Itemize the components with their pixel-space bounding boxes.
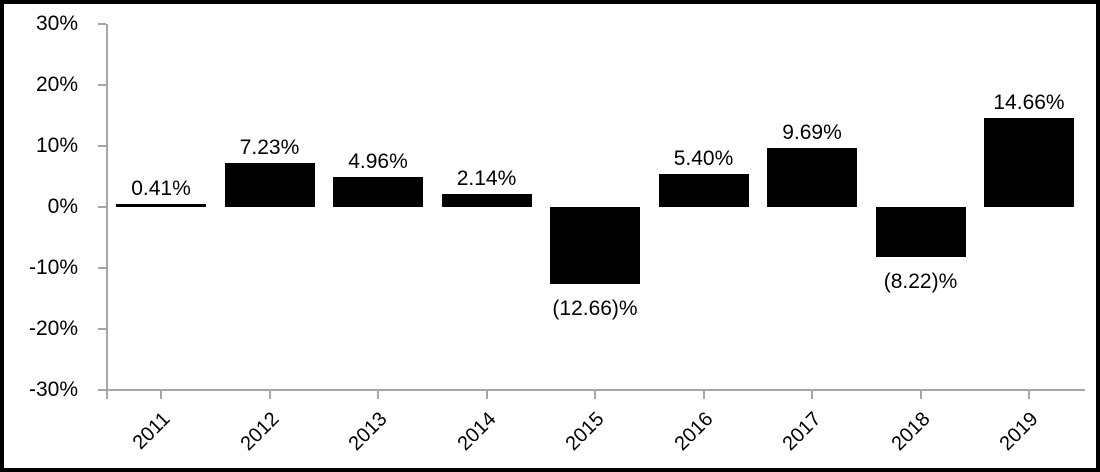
- y-axis-tick-label: -30%: [28, 378, 78, 401]
- data-label-2011: 0.41%: [131, 177, 191, 201]
- y-axis-tick-label: -20%: [28, 317, 78, 340]
- y-axis-tick: [98, 389, 106, 391]
- data-label-2013: 4.96%: [348, 149, 408, 173]
- data-label-2019: 14.66%: [993, 90, 1065, 114]
- x-axis-category-label: 2017: [778, 408, 826, 456]
- x-axis-category-label: 2016: [670, 408, 718, 456]
- x-axis-category-label: 2015: [561, 408, 609, 456]
- x-axis-category-label: 2011: [128, 408, 175, 454]
- x-axis-category-label: 2014: [453, 408, 501, 456]
- x-axis-tick: [485, 390, 488, 399]
- y-axis-tick: [98, 267, 106, 269]
- x-axis-category-label: 2012: [236, 408, 284, 456]
- bar-2013: [333, 176, 423, 207]
- x-axis-tick: [1028, 390, 1030, 399]
- y-axis-tick: [98, 23, 106, 25]
- x-axis-tick: [377, 390, 379, 399]
- x-axis-category-label: 2013: [344, 408, 392, 456]
- x-axis: [107, 389, 1085, 391]
- x-axis-category-label: 2019: [995, 408, 1043, 456]
- x-axis-tick: [811, 390, 813, 399]
- plot-area: 30% 20% 10% 0% -10% -20% -30% 0.41% 2011 7.23% 201…: [4, 4, 1096, 468]
- bar-2017: [767, 147, 857, 207]
- data-label-2016: 5.40%: [673, 147, 734, 171]
- data-label-2014: 2.14%: [456, 166, 517, 190]
- y-axis-tick: [98, 206, 106, 208]
- bar-2016: [658, 174, 749, 207]
- y-axis-tick-label: 20%: [35, 73, 78, 96]
- data-label-2017: 9.69%: [782, 120, 842, 144]
- x-axis-tick: [160, 390, 162, 399]
- data-label-2015: (12.66)%: [552, 297, 638, 321]
- bar-2014: [441, 193, 532, 207]
- y-axis-tick-label: 30%: [35, 12, 78, 35]
- bar-2015: [550, 207, 640, 285]
- x-axis-tick: [594, 390, 596, 399]
- y-axis-tick: [98, 328, 106, 330]
- data-label-2012: 7.23%: [239, 135, 300, 159]
- y-axis-tick-label: -10%: [28, 256, 78, 279]
- x-axis-tick: [702, 390, 705, 399]
- bar-2011: [116, 204, 206, 207]
- x-axis-tick: [268, 390, 271, 399]
- y-axis-tick: [98, 84, 106, 86]
- data-label-2018: (8.22)%: [883, 270, 958, 294]
- x-axis-tick: [919, 390, 922, 399]
- y-axis-tick: [98, 145, 106, 147]
- bar-2019: [984, 117, 1074, 207]
- y-axis-tick-label: 0%: [47, 195, 78, 218]
- bar-2018: [875, 207, 966, 258]
- y-axis: [106, 24, 108, 399]
- bar-2012: [224, 162, 315, 207]
- x-axis-category-label: 2018: [887, 408, 935, 456]
- y-axis-tick-label: 10%: [35, 134, 78, 157]
